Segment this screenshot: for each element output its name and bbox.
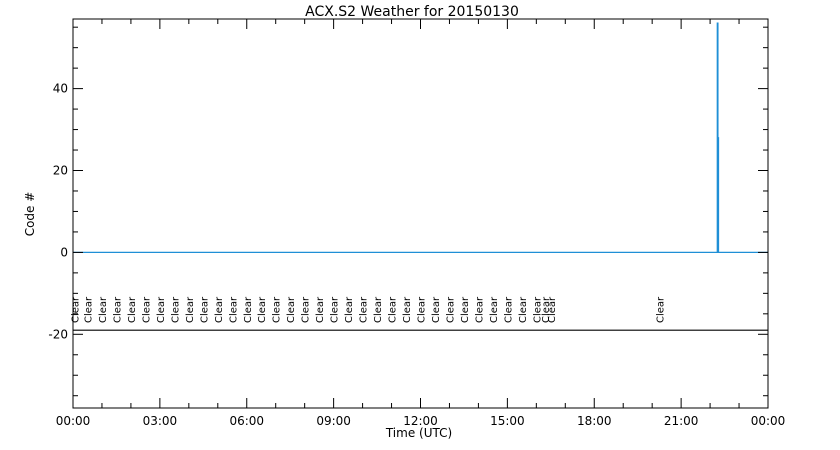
weather-label: Clear	[170, 296, 181, 323]
weather-label: Clear	[373, 296, 384, 323]
chart-title: ACX.S2 Weather for 20150130	[305, 4, 519, 20]
weather-label: Clear	[228, 296, 239, 323]
axes: 00:00 03:00 06:00 09:00 12:00 15:00 18:00 21:00…	[48, 19, 785, 428]
weather-label: Clear	[359, 296, 370, 323]
y-axis-title: Code #	[23, 192, 37, 237]
weather-label: Clear	[518, 296, 529, 323]
weather-label: Clear	[655, 296, 666, 323]
y-tick-label: 0	[60, 245, 68, 259]
x-tick-label: 12:00	[403, 414, 438, 428]
weather-label: Clear	[315, 296, 326, 323]
weather-label: Clear	[474, 296, 485, 323]
y-tick-label: 20	[53, 164, 68, 178]
weather-label: Clear	[489, 296, 500, 323]
x-tick-label: 21:00	[664, 414, 699, 428]
weather-label: Clear	[431, 296, 442, 323]
weather-label: Clear	[344, 296, 355, 323]
weather-label: Clear	[402, 296, 413, 323]
weather-label: Clear	[547, 296, 558, 323]
weather-label: Clear	[83, 296, 94, 323]
weather-label: Clear	[286, 296, 297, 323]
weather-label: Clear	[214, 296, 225, 323]
plot-frame	[72, 18, 769, 409]
weather-code-series	[73, 22, 768, 254]
weather-label: Clear	[127, 296, 138, 323]
x-tick-label: 09:00	[316, 414, 351, 428]
y-tick-label: -20	[48, 327, 68, 341]
weather-label: Clear	[532, 296, 543, 323]
x-tick-label: 18:00	[577, 414, 612, 428]
weather-label: Clear	[417, 296, 428, 323]
weather-label: Clear	[156, 296, 167, 323]
weather-label: Clear	[460, 296, 471, 323]
weather-label: Clear	[257, 296, 268, 323]
x-tick-label: 00:00	[56, 414, 91, 428]
weather-label: Clear	[272, 296, 283, 323]
weather-label: Clear	[70, 296, 81, 323]
plot-area: Clear Clear Clear Clear Clear Clear Clear Clear…	[70, 22, 768, 331]
x-tick-label: 06:00	[229, 414, 264, 428]
weather-label: Clear	[503, 296, 514, 323]
x-tick-label: 03:00	[143, 414, 178, 428]
weather-label: Clear	[199, 296, 210, 323]
weather-label: Clear	[541, 296, 552, 323]
weather-label: Clear	[445, 296, 456, 323]
x-tick-label: 15:00	[490, 414, 525, 428]
weather-label: Clear	[330, 296, 341, 323]
weather-label: Clear	[112, 296, 123, 323]
weather-label: Clear	[98, 296, 109, 323]
y-tick-label: 40	[53, 82, 68, 96]
weather-label: Clear	[301, 296, 312, 323]
weather-label: Clear	[185, 296, 196, 323]
x-tick-label: 00:00	[751, 414, 786, 428]
x-axis-title: Time (UTC)	[385, 426, 452, 440]
weather-label: Clear	[141, 296, 152, 323]
weather-label: Clear	[243, 296, 254, 323]
weather-label: Clear	[388, 296, 399, 323]
